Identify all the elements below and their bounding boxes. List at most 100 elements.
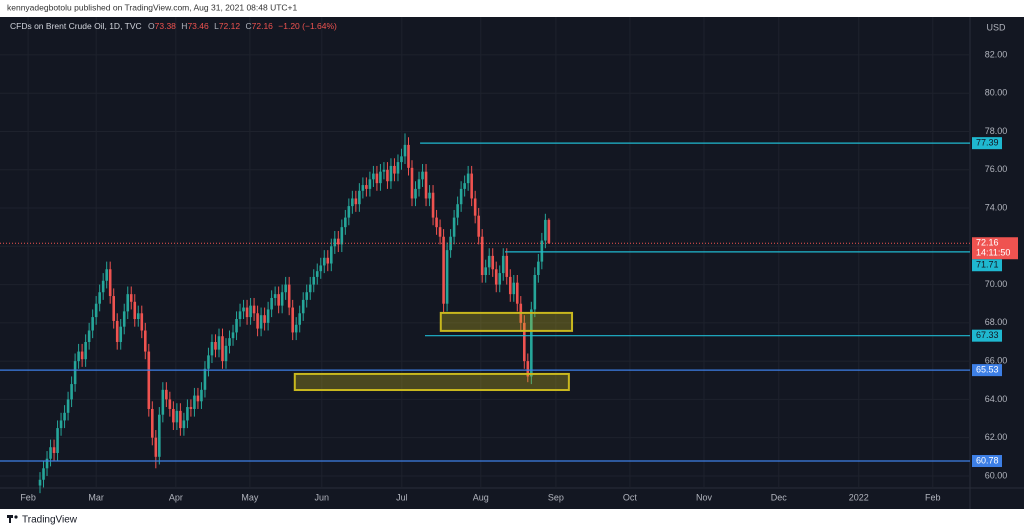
level-label-box xyxy=(972,364,1002,377)
candle-body xyxy=(207,355,210,369)
candle-body xyxy=(547,219,551,244)
candle-body xyxy=(305,292,309,300)
candle-body xyxy=(270,297,273,310)
candle-body xyxy=(186,407,189,421)
x-tick-label: Dec xyxy=(771,492,788,502)
candle-body xyxy=(466,173,470,184)
candle-body xyxy=(403,144,407,157)
candle-body xyxy=(372,173,375,180)
candle-body xyxy=(280,292,284,306)
candle-body xyxy=(252,305,256,314)
candle-body xyxy=(140,313,144,331)
candle-body xyxy=(428,192,431,199)
candle-body xyxy=(136,313,140,320)
candle-body xyxy=(456,204,459,218)
candle-body xyxy=(242,307,245,312)
candle-body xyxy=(77,351,80,362)
candle-body xyxy=(494,269,498,285)
candle-body xyxy=(533,275,537,310)
candle-body xyxy=(291,307,294,333)
candle-body xyxy=(400,156,403,163)
candle-body xyxy=(70,384,73,400)
candle-body xyxy=(530,309,533,377)
candle-body xyxy=(382,169,386,172)
candle-body xyxy=(168,399,172,409)
candle-body xyxy=(66,399,70,413)
candle-body xyxy=(463,183,466,189)
candle-body xyxy=(158,414,161,457)
legend-value: 73.46 xyxy=(187,21,209,31)
candle-body xyxy=(498,273,502,285)
candle-body xyxy=(337,238,340,245)
candle-body xyxy=(249,305,252,318)
candle-body xyxy=(98,292,101,304)
candle-body xyxy=(256,313,259,329)
candle-body xyxy=(470,173,473,199)
axes: 60.0062.0064.0066.0068.0070.0072.0074.00… xyxy=(20,49,1018,502)
candle-body xyxy=(515,282,519,304)
brand-logo xyxy=(7,515,18,523)
candle-body xyxy=(375,173,379,184)
chart-background xyxy=(0,17,1024,509)
level-label-box xyxy=(972,259,1002,272)
candle-body xyxy=(459,188,463,205)
candle-body xyxy=(393,165,396,174)
x-tick-label: Feb xyxy=(925,492,941,502)
level-label: 77.39 xyxy=(976,138,999,148)
candle-body xyxy=(277,294,280,306)
candle-body xyxy=(238,311,242,320)
candle-body xyxy=(540,240,544,262)
y-tick-label: 60.00 xyxy=(985,470,1008,480)
candle-body xyxy=(326,257,330,264)
candle-body xyxy=(45,458,49,469)
candle-body xyxy=(175,410,179,423)
candle-body xyxy=(389,165,393,182)
candle-body xyxy=(452,217,456,237)
candle-body xyxy=(512,282,516,295)
candle-body xyxy=(315,271,319,277)
candle-body xyxy=(361,185,365,191)
candle-body xyxy=(312,276,316,285)
candle-body xyxy=(414,188,417,199)
candle-body xyxy=(143,330,147,352)
candle-body xyxy=(154,437,158,457)
x-tick-label: Apr xyxy=(169,492,183,502)
candle-body xyxy=(396,162,400,174)
candle-body xyxy=(49,447,52,459)
candle-body xyxy=(221,336,224,362)
level-label: 60.78 xyxy=(976,455,999,465)
legend: CFDs on Brent Crude Oil, 1D, TVC O73.38 … xyxy=(10,21,337,31)
candle-body xyxy=(273,294,277,298)
candle-body xyxy=(172,408,175,423)
candle-body xyxy=(151,408,154,438)
candle-body xyxy=(122,311,126,327)
candle-body xyxy=(421,171,424,180)
legend-label: H xyxy=(181,21,187,31)
candle-body xyxy=(189,407,193,409)
candle-body xyxy=(508,276,512,295)
candle-body xyxy=(294,324,298,333)
candle-body xyxy=(379,171,382,184)
candle-body xyxy=(228,338,231,346)
candle-body xyxy=(217,336,221,350)
candle-body xyxy=(333,238,337,247)
x-tick-label: Nov xyxy=(696,492,713,502)
candle-body xyxy=(368,179,372,189)
last-price-label: 72.16 xyxy=(976,238,999,248)
zone-box xyxy=(293,372,570,392)
candle-body xyxy=(301,299,305,314)
candle-body xyxy=(435,217,438,228)
legend-value: 72.16 xyxy=(252,21,274,31)
candle-body xyxy=(38,479,42,486)
y-tick-label: 82.00 xyxy=(985,49,1008,59)
candle-body xyxy=(477,215,480,237)
x-tick-label: Feb xyxy=(20,492,36,502)
y-tick-label: 68.00 xyxy=(985,317,1008,327)
candle-body xyxy=(544,219,547,241)
candle-body xyxy=(505,255,509,277)
x-tick-label: Aug xyxy=(473,492,489,502)
candle-body xyxy=(63,412,66,421)
candle-body xyxy=(133,301,137,320)
legend-value: 73.38 xyxy=(155,21,177,31)
